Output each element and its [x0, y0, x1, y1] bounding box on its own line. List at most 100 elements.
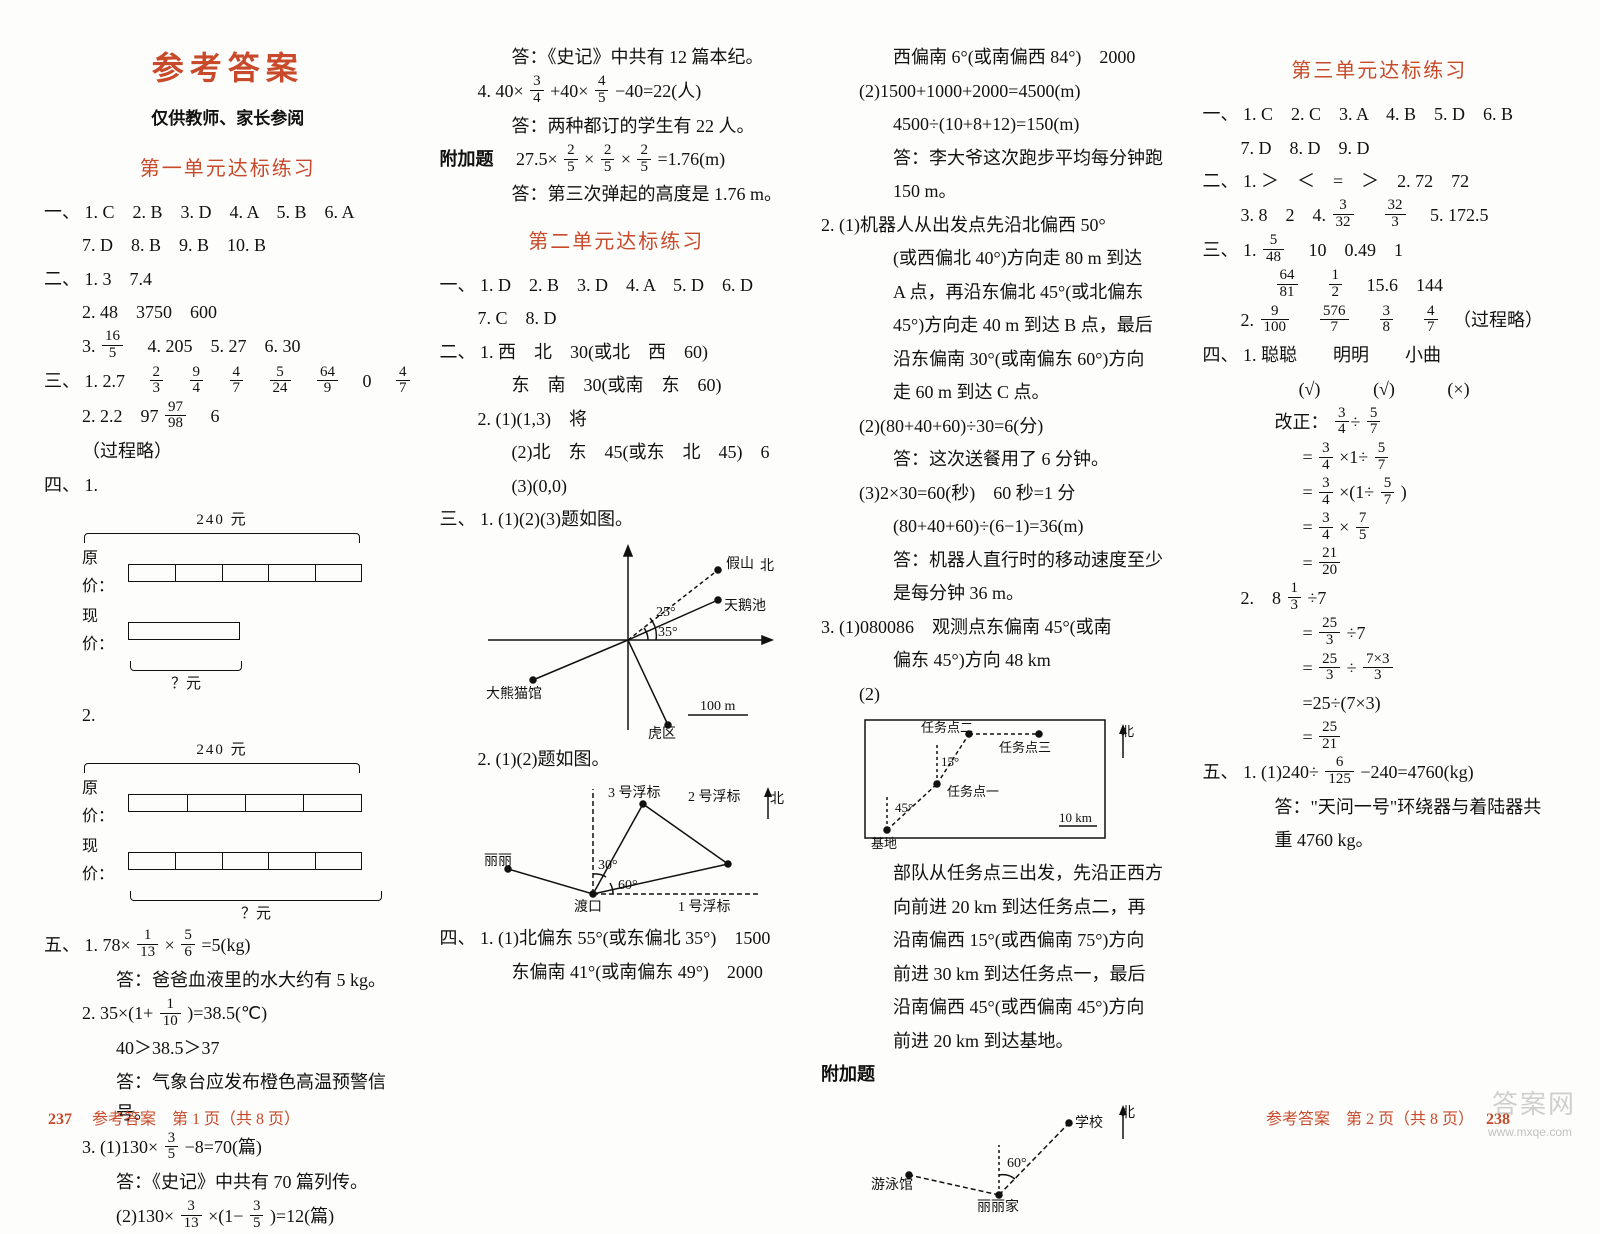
frac: 47: [396, 365, 410, 398]
frac: 34: [1319, 441, 1333, 474]
u1-s3-note: （过程略）: [44, 436, 412, 468]
u3-s4-fix: 改正： 34÷ 57: [1203, 407, 1557, 440]
unit3-title: 第三单元达标练习: [1203, 54, 1557, 89]
bar-diagram-2: 240 元 原价： 现价： ？元: [82, 737, 362, 928]
c3-l4: 答：李大爷这次跑步平均每分钟跑: [821, 143, 1175, 175]
c3-q3-5: 向前进 20 km 到达任务点二，再: [821, 892, 1175, 924]
c3-q2-7: (2)(80+40+60)÷30=6(分): [821, 411, 1175, 443]
svg-text:100 m: 100 m: [700, 699, 736, 714]
u1-s5-1: 五、 1. 78× 113 × 56 =5(kg): [44, 930, 412, 963]
c3-q2-1: 2. (1)机器人从出发点先沿北偏西 50°: [821, 210, 1175, 242]
frac: 2521: [1319, 720, 1340, 753]
q-label: ？元: [130, 671, 242, 697]
svg-text:虎区: 虎区: [648, 726, 676, 740]
svg-text:假山: 假山: [726, 556, 754, 572]
c3-q2-3: A 点，再沿东偏北 45°(或北偏东: [821, 277, 1175, 309]
text: ÷7: [1308, 588, 1327, 608]
now-label: 现价：: [82, 603, 128, 659]
svg-text:任务点三: 任务点三: [999, 740, 1051, 755]
text: 2. 8: [1241, 588, 1282, 608]
u2-s2-1a: 二、 1. 西 北 30(或北 西 60): [440, 337, 794, 369]
frac: 6481: [1277, 268, 1298, 301]
u3-s2-1: 二、 1. ＞ ＜ = ＞ 2. 72 72: [1203, 166, 1557, 198]
c3-q2-5: 沿东偏南 30°(或南偏东 60°)方向: [821, 344, 1175, 376]
c3-q3-2: 偏东 45°)方向 48 km: [821, 645, 1175, 677]
c2-l2: 4. 40× 34 +40× 45 −40=22(人): [440, 76, 794, 109]
frac: 35: [250, 1199, 264, 1232]
text: [1355, 310, 1373, 330]
svg-text:渡口: 渡口: [574, 899, 602, 915]
frac: 313: [181, 1199, 202, 1232]
u2-s2-1b: 东 南 30(或南 东 60): [440, 370, 794, 402]
c3-q3-1: 3. (1)080086 观测点东偏南 45°(或南: [821, 612, 1175, 644]
text: ): [1401, 482, 1407, 502]
u3-s2-2: 3. 8 2 4. 332 323 5. 172.5: [1203, 200, 1557, 233]
u1-s2-1: 二、 1. 3 7.4: [44, 264, 412, 296]
svg-text:北: 北: [770, 791, 784, 807]
svg-text:15°: 15°: [941, 754, 959, 769]
text: [1304, 275, 1322, 295]
unit1-title: 第一单元达标练习: [44, 152, 412, 187]
u3-eq1: = 34 ×1÷ 57: [1203, 442, 1557, 475]
text: =: [1303, 447, 1313, 467]
u3-s4-checks: (√) (√) (×): [1203, 374, 1557, 406]
c3-q3-6: 沿南偏西 15°(或西偏南 75°)方向: [821, 925, 1175, 957]
u3-s5-1: 五、 1. (1)240÷ 6125 −240=4760(kg): [1203, 757, 1557, 790]
frac: 38: [1380, 304, 1394, 337]
frac: 47: [230, 365, 244, 398]
text: ×(1−: [208, 1206, 243, 1226]
c2-l2ans: 答：两种都订的学生有 22 人。: [440, 111, 794, 143]
main-title: 参考答案: [44, 40, 412, 96]
svg-text:任务点一: 任务点一: [947, 784, 999, 799]
text: =: [1303, 727, 1313, 747]
u3-eq2: = 34 ×(1÷ 57 ): [1203, 477, 1557, 510]
footer-text: 参考答案 第 1 页（共 8 页）: [92, 1111, 300, 1128]
frac: 57: [1381, 476, 1395, 509]
u1-s1: 一、 1. C 2. B 3. D 4. A 5. B 6. A: [44, 197, 412, 229]
c3-q2-8: 答：这次送餐用了 6 分钟。: [821, 444, 1175, 476]
frac: 110: [160, 997, 181, 1030]
text: [1360, 205, 1378, 225]
text: =: [1303, 553, 1313, 573]
c3-q3-4: 部队从任务点三出发，先沿正西方: [821, 858, 1175, 890]
u3-s4-2: 2. 8 13 ÷7: [1203, 583, 1557, 616]
text: （过程略）: [1444, 310, 1543, 330]
frac: 47: [1424, 304, 1438, 337]
watermark-icon: 答案网: [1492, 1084, 1576, 1121]
frac: 323: [1385, 198, 1406, 231]
text: )=12(篇): [270, 1206, 334, 1226]
text: 40＞38.5＞37: [44, 1033, 412, 1065]
u2-s1b: 7. C 8. D: [440, 303, 794, 335]
svg-text:10 km: 10 km: [1059, 810, 1092, 825]
text: 4. 205 5. 27 6. 30: [130, 336, 301, 356]
u2-s2-2c: (3)(0,0): [440, 471, 794, 503]
text: (2)130×: [116, 1206, 174, 1226]
frac: 34: [1319, 476, 1333, 509]
diagram-zoo: 假山 天鹅池 大熊猫馆 虎区 北 25° 35° 100 m: [478, 540, 794, 740]
frac: 57: [1375, 441, 1389, 474]
u3-s3-1: 三、 1. 548 10 0.49 1: [1203, 235, 1557, 268]
text: ×: [165, 935, 175, 955]
check: (×): [1424, 374, 1494, 406]
frac: 7×33: [1363, 652, 1392, 685]
svg-text:30°: 30°: [598, 858, 618, 873]
svg-text:丽丽家: 丽丽家: [977, 1198, 1019, 1215]
text: [1296, 310, 1314, 330]
frac: 2120: [1319, 546, 1340, 579]
frac: 13: [1288, 581, 1302, 614]
footer-text: 参考答案 第 2 页（共 8 页）: [1266, 1111, 1466, 1128]
u3-s4-2e: = 253 ÷ 7×33: [1203, 653, 1557, 686]
u3-eq4: = 2120: [1203, 548, 1557, 581]
u1-s2-3: 3. 165 4. 205 5. 27 6. 30: [44, 331, 412, 364]
u3-s4-head: 四、 1. 聪聪 明明 小曲: [1203, 340, 1557, 372]
frac: 56: [181, 928, 195, 961]
u3-s1b: 7. D 8. D 9. D: [1203, 133, 1557, 165]
text: 2.: [1241, 310, 1259, 330]
c3-l1: 西偏南 6°(或南偏西 84°) 2000: [821, 42, 1175, 74]
c2-l1: 答：《史记》中共有 12 篇本纪。: [440, 42, 794, 74]
svg-text:游泳馆: 游泳馆: [871, 1177, 913, 1193]
u1-s1b: 7. D 8. B 9. B 10. B: [44, 230, 412, 262]
u1-s5-1ans: 答：爸爸血液里的水大约有 5 kg。: [44, 965, 412, 997]
text: =: [1303, 623, 1313, 643]
watermark-url: www.mxqe.com: [1488, 1125, 1572, 1139]
